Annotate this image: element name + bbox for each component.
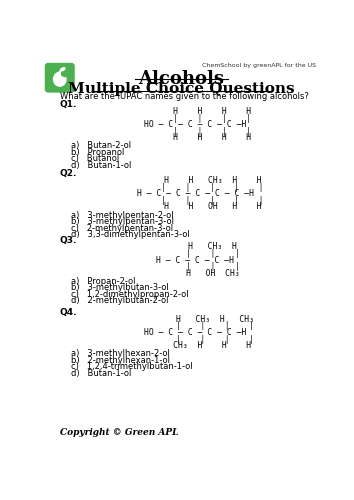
Text: d)   3,3-dimethylpentan-3-ol: d) 3,3-dimethylpentan-3-ol bbox=[72, 230, 190, 239]
Ellipse shape bbox=[61, 70, 69, 76]
Text: H   OH  CH₃: H OH CH₃ bbox=[152, 268, 239, 278]
Text: c)   1,2-dimethylpropan-2-ol: c) 1,2-dimethylpropan-2-ol bbox=[72, 290, 189, 299]
Text: d)   Butan-1-ol: d) Butan-1-ol bbox=[72, 161, 132, 170]
Text: H — C — C — C —H: H — C — C — C —H bbox=[156, 256, 234, 264]
Text: |    |    |    |: | | | | bbox=[137, 334, 254, 344]
Text: HO — C — C — C — C —H: HO — C — C — C — C —H bbox=[144, 328, 247, 337]
Text: Multiple Choice Questions: Multiple Choice Questions bbox=[68, 82, 295, 96]
Text: d)   Butan-1-ol: d) Butan-1-ol bbox=[72, 369, 132, 378]
Text: b)   3-methylbutan-3-ol: b) 3-methylbutan-3-ol bbox=[72, 284, 169, 292]
Text: c)   Butanol: c) Butanol bbox=[72, 154, 120, 164]
Text: H    H   CH₃  H    H: H H CH₃ H H bbox=[130, 176, 261, 186]
Text: ChemSchool by greenAPL for the US: ChemSchool by greenAPL for the US bbox=[201, 63, 315, 68]
Text: b)   Propanol: b) Propanol bbox=[72, 148, 125, 157]
Text: |    |    |    |: | | | | bbox=[137, 322, 254, 330]
Text: b)   2-methylhexan-1-ol: b) 2-methylhexan-1-ol bbox=[72, 356, 170, 364]
Text: H    H    H    H: H H H H bbox=[139, 133, 251, 142]
Text: |    |    |: | | | bbox=[152, 249, 239, 258]
Text: |    |    |    |: | | | | bbox=[139, 114, 251, 122]
Text: Q4.: Q4. bbox=[60, 308, 77, 317]
Text: Q3.: Q3. bbox=[60, 236, 77, 244]
Text: Q2.: Q2. bbox=[60, 170, 77, 178]
Text: c)   1,2,4-trimethylbutan-1-ol: c) 1,2,4-trimethylbutan-1-ol bbox=[72, 362, 193, 371]
Text: |    |    |: | | | bbox=[152, 262, 239, 271]
Ellipse shape bbox=[53, 72, 66, 86]
Text: a)   3-methylpentan-2-ol: a) 3-methylpentan-2-ol bbox=[72, 210, 174, 220]
Text: b)   3-methylpentan-3-ol: b) 3-methylpentan-3-ol bbox=[72, 217, 175, 226]
Text: H — C — C — C — C — C —H: H — C — C — C — C — C —H bbox=[137, 190, 254, 198]
Text: a)   3-methylhexan-2-ol: a) 3-methylhexan-2-ol bbox=[72, 349, 170, 358]
Text: d)   2-methylbutan-2-ol: d) 2-methylbutan-2-ol bbox=[72, 296, 169, 306]
Text: Q1.: Q1. bbox=[60, 100, 77, 109]
Text: Copyright © Green APL: Copyright © Green APL bbox=[60, 428, 178, 438]
FancyBboxPatch shape bbox=[46, 64, 74, 92]
Text: HO — C — C — C — C —H: HO — C — C — C — C —H bbox=[144, 120, 247, 129]
Text: H   CH₃  H   CH₃: H CH₃ H CH₃ bbox=[137, 315, 254, 324]
Text: a)   Butan-2-ol: a) Butan-2-ol bbox=[72, 141, 131, 150]
Text: |    |    |    |    |: | | | | | bbox=[127, 183, 264, 192]
Text: |    |    |    |: | | | | bbox=[139, 126, 251, 136]
Text: Alcohols: Alcohols bbox=[138, 70, 224, 88]
Text: |    |    |    |    |: | | | | | bbox=[127, 196, 264, 205]
Text: H   CH₃  H: H CH₃ H bbox=[154, 242, 237, 252]
Text: H    H    H    H: H H H H bbox=[139, 107, 251, 116]
Text: H    H   OH   H    H: H H OH H H bbox=[130, 202, 261, 211]
Text: What are the IUPAC names given to the following alcohols?: What are the IUPAC names given to the fo… bbox=[60, 92, 309, 102]
Text: CH₃  H    H    H: CH₃ H H H bbox=[139, 341, 251, 350]
Text: c)   2-methylpentan-3-ol: c) 2-methylpentan-3-ol bbox=[72, 224, 173, 232]
Ellipse shape bbox=[61, 68, 65, 71]
Text: a)   Propan-2-ol: a) Propan-2-ol bbox=[72, 277, 136, 286]
